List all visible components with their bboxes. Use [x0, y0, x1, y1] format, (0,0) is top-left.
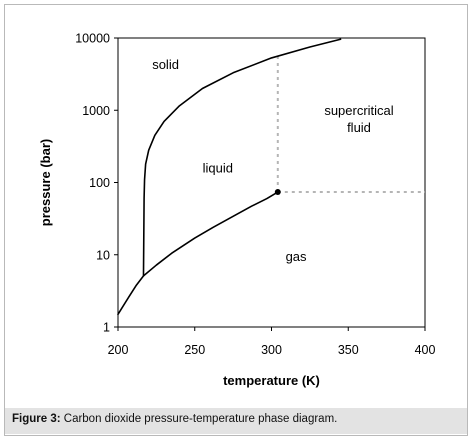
- x-tick-label: 300: [261, 343, 282, 357]
- region-label: liquid: [203, 160, 233, 175]
- caption-text: Carbon dioxide pressure-temperature phas…: [60, 413, 338, 425]
- region-label: supercritical: [324, 103, 393, 118]
- x-tick-label: 250: [184, 343, 205, 357]
- y-tick-label: 10000: [75, 32, 110, 46]
- y-tick-label: 1: [103, 321, 110, 335]
- x-axis-title: temperature (K): [223, 373, 320, 388]
- region-label: fluid: [347, 120, 371, 135]
- sublimation-vaporization-curve: [117, 191, 279, 316]
- region-label: solid: [152, 57, 179, 72]
- critical-point-marker: [274, 189, 281, 196]
- melting-curve: [142, 38, 342, 277]
- x-tick-label: 350: [338, 343, 359, 357]
- y-axis-title: pressure (bar): [38, 139, 53, 226]
- x-tick-label: 400: [415, 343, 436, 357]
- caption-bar: [5, 408, 467, 434]
- region-label: gas: [286, 249, 307, 264]
- figure-caption: Figure 3: Carbon dioxide pressure-temper…: [12, 413, 337, 425]
- y-tick-label: 10: [96, 248, 110, 262]
- x-tick-label: 200: [108, 343, 129, 357]
- y-tick-label: 1000: [82, 104, 110, 118]
- plot-area: [117, 37, 426, 328]
- caption-label: Figure 3:: [12, 413, 61, 425]
- y-tick-label: 100: [89, 176, 110, 190]
